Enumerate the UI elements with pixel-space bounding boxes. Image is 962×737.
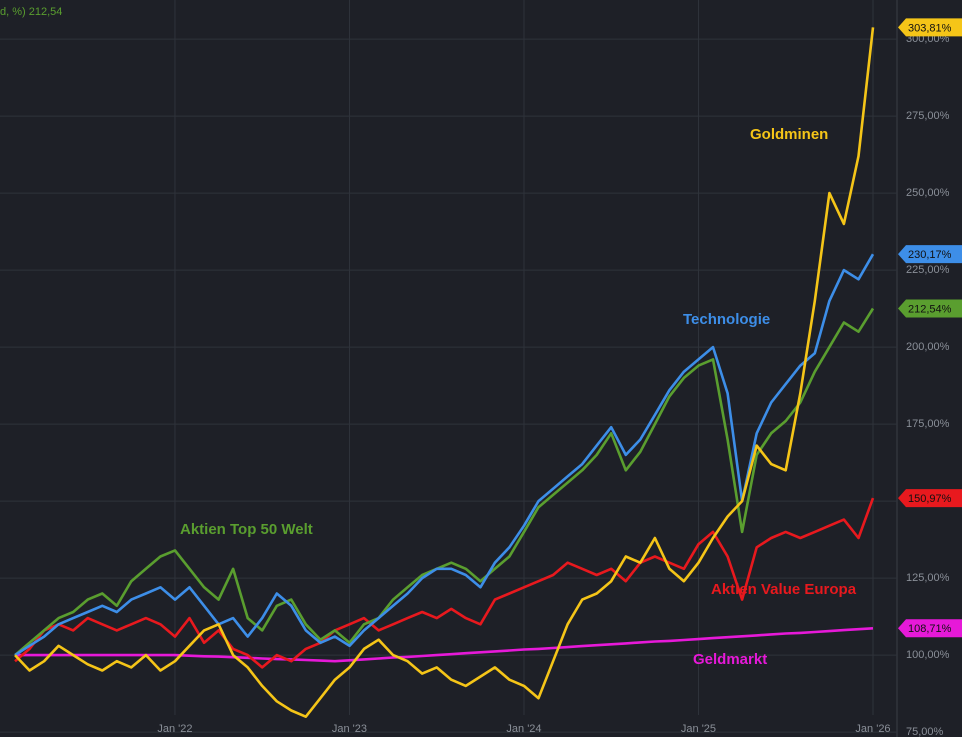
value-badge [898,619,962,638]
x-tick-label: Jan '25 [681,723,716,735]
series-label: Technologie [683,311,770,328]
series-label: Aktien Top 50 Welt [180,521,313,538]
x-tick-label: Jan '24 [506,723,541,735]
x-tick-label: Jan '23 [332,723,367,735]
y-tick-label: 100,00% [906,649,950,661]
line [14,307,875,657]
value-badge [898,489,962,508]
line [15,627,874,663]
value-badge [898,245,962,264]
series-label: Aktien Value Europa [711,581,857,598]
y-tick-label: 250,00% [906,187,950,199]
value-badge [898,18,962,37]
value-label: 303,81% [908,22,952,34]
series-label: Goldminen [750,126,828,143]
y-tick-label: 225,00% [906,264,950,276]
x-tick-label: Jan '22 [157,723,192,735]
y-tick-label: 200,00% [906,341,950,353]
line [14,253,875,657]
line [14,27,875,718]
line [14,497,875,669]
y-tick-label: 175,00% [906,418,950,430]
y-tick-label: 275,00% [906,110,950,122]
y-tick-label: 125,00% [906,572,950,584]
y-tick-label: 75,00% [906,726,944,737]
value-label: 108,71% [908,623,952,635]
value-badge [898,299,962,318]
legend-text: d, %) 212,54 [0,6,62,18]
value-label: 150,97% [908,493,952,505]
series-label: Geldmarkt [693,651,767,668]
value-label: 212,54% [908,303,952,315]
x-tick-label: Jan '26 [855,723,890,735]
value-label: 230,17% [908,249,952,261]
